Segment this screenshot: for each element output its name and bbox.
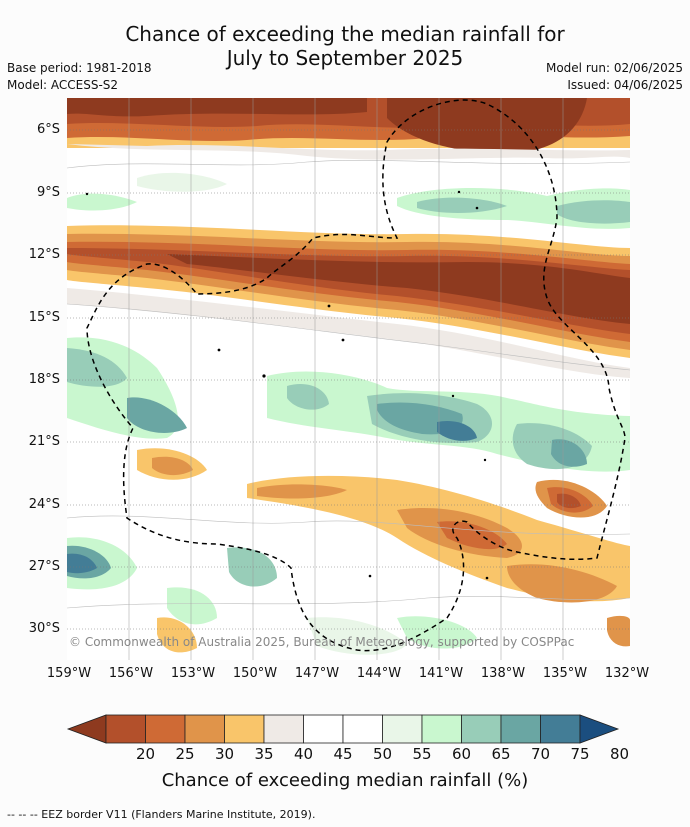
lon-label-135w: 135°W <box>542 666 588 681</box>
lon-label-150w: 150°W <box>232 666 278 681</box>
lon-label-141w: 141°W <box>418 666 464 681</box>
eez-border <box>86 99 626 652</box>
lat-label-24s: 24°S <box>28 497 60 512</box>
colorbar-swatch <box>145 714 186 744</box>
colorbar-tick-label: 20 <box>135 745 156 763</box>
map-title: Chance of exceeding the median rainfall … <box>0 22 690 70</box>
islands <box>85 190 489 580</box>
title-line-2: July to September 2025 <box>226 46 464 70</box>
colorbar-tick-label: 60 <box>451 745 472 763</box>
colorbar-tick-label: 30 <box>214 745 235 763</box>
issued-date: Issued: 04/06/2025 <box>567 78 683 92</box>
colorbar-tick-label: 40 <box>293 745 314 763</box>
lat-label-15s: 15°S <box>28 310 60 325</box>
lon-label-153w: 153°W <box>170 666 216 681</box>
colorbar-tick-label: 45 <box>333 745 353 763</box>
colorbar-swatch <box>500 714 541 744</box>
colorbar-tick-label: 65 <box>491 745 511 763</box>
graticule <box>67 129 630 630</box>
lat-label-6s: 6°S <box>36 122 60 137</box>
model-name: Model: ACCESS-S2 <box>7 78 119 92</box>
colorbar-swatch <box>263 714 304 744</box>
colorbar-tick-label: 35 <box>254 745 274 763</box>
colorbar-tick-label: 25 <box>175 745 195 763</box>
run-info: Model run: 02/06/2025 Issued: 04/06/2025 <box>546 60 683 94</box>
eez-legend-note: -- -- -- EEZ border V11 (Flanders Marine… <box>7 808 316 821</box>
colorbar-swatch <box>342 714 383 744</box>
colorbar-swatch <box>105 714 146 744</box>
colorbar-extend-high <box>579 714 620 744</box>
lat-label-27s: 27°S <box>28 559 60 574</box>
colorbar-label: Chance of exceeding median rainfall (%) <box>161 770 529 791</box>
title-line-1: Chance of exceeding the median rainfall … <box>125 22 565 46</box>
lat-label-18s: 18°S <box>28 372 60 387</box>
colorbar-swatch <box>461 714 502 744</box>
colorbar <box>66 714 620 744</box>
model-run-date: Model run: 02/06/2025 <box>545 61 683 75</box>
copyright-notice: © Commonwealth of Australia 2025, Bureau… <box>69 635 574 649</box>
lon-label-144w: 144°W <box>356 666 402 681</box>
colorbar-extend-low <box>66 714 107 744</box>
lon-label-138w: 138°W <box>480 666 526 681</box>
colorbar-tick-label: 55 <box>412 745 432 763</box>
lon-label-132w: 132°W <box>604 666 650 681</box>
colorbar-swatch <box>382 714 423 744</box>
central-dry-band <box>67 225 630 378</box>
northern-dry-band <box>67 98 630 160</box>
lon-label-159w: 159°W <box>46 666 92 681</box>
colorbar-swatch <box>540 714 581 744</box>
model-info: Base period: 1981-2018 Model: ACCESS-S2 <box>7 60 152 94</box>
lat-label-21s: 21°S <box>28 434 60 449</box>
colorbar-tick-label: 80 <box>609 745 630 763</box>
contour-lines <box>67 159 630 609</box>
colorbar-swatch <box>184 714 225 744</box>
meridians <box>128 98 564 660</box>
lat-label-12s: 12°S <box>28 247 60 262</box>
colorbar-tick-label: 75 <box>570 745 590 763</box>
colorbar-tick-label: 70 <box>530 745 551 763</box>
lon-label-156w: 156°W <box>108 666 154 681</box>
colorbar-swatch <box>421 714 462 744</box>
lat-label-30s: 30°S <box>28 621 60 636</box>
rainfall-map: © Commonwealth of Australia 2025, Bureau… <box>67 98 630 660</box>
equatorial-wet-patch <box>67 172 630 229</box>
colorbar-swatch <box>303 714 344 744</box>
colorbar-tick-label: 50 <box>372 745 393 763</box>
colorbar-swatch <box>224 714 265 744</box>
subtropical-wet-zone <box>67 337 630 472</box>
lon-label-147w: 147°W <box>294 666 340 681</box>
base-period: Base period: 1981-2018 <box>7 61 152 75</box>
lat-label-9s: 9°S <box>36 185 60 200</box>
